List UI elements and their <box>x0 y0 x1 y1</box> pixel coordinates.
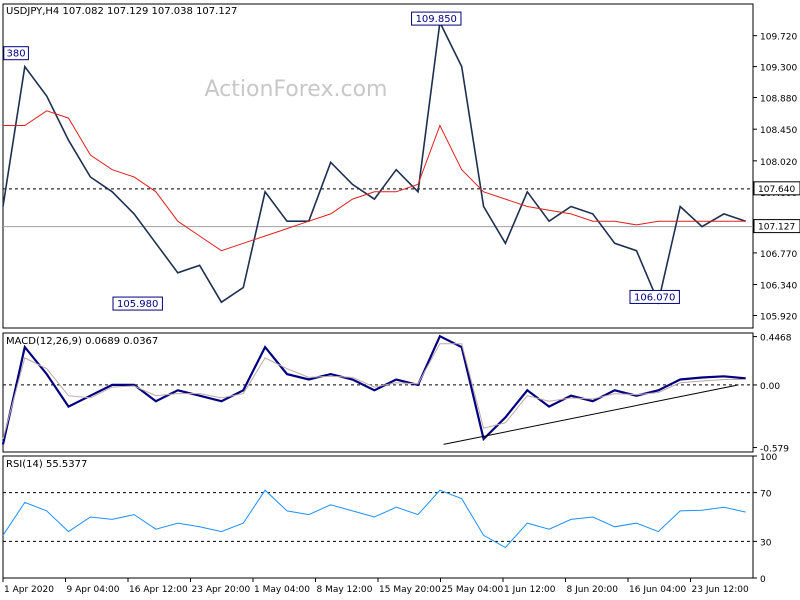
x-tick-label: 23 Jun 12:00 <box>692 585 749 595</box>
macd-trendline <box>443 384 739 445</box>
chart-labels: 109.720 109.300 108.880 108.450 108.020 107.6… <box>3 11 800 595</box>
y-tick-label: 108.450 <box>760 126 797 136</box>
x-tick-label: 23 Apr 20:00 <box>192 585 251 595</box>
y-tick-label: 109.300 <box>760 64 797 74</box>
x-tick-label: 1 May 04:00 <box>254 585 310 595</box>
price-pane-title: USDJPY,H4 107.082 107.129 107.038 107.12… <box>6 6 237 17</box>
y-tick-label: 0.00 <box>760 382 780 392</box>
y-tick-label: 105.920 <box>760 312 797 322</box>
x-tick-label: 16 Jun 04:00 <box>629 585 686 595</box>
series-line-1-1 <box>2 343 746 440</box>
annotation-label: 105.980 <box>117 299 158 310</box>
annotation-box <box>411 11 462 26</box>
level-line-box <box>753 181 800 196</box>
y-tick-label: 108.880 <box>760 95 797 105</box>
level-line-label: 107.640 <box>758 185 795 195</box>
watermark: ActionForex.com <box>205 77 388 102</box>
y-tick-label: 106.770 <box>760 250 797 260</box>
annotation-box <box>629 289 680 304</box>
annotation-label: 380 <box>7 49 26 60</box>
series-line-2-0 <box>2 489 746 549</box>
y-tick-label: -0.579 <box>760 445 789 455</box>
macd-pane-title: MACD(12,26,9) 0.0689 0.0367 <box>6 336 158 347</box>
x-tick-label: 8 Jun 20:00 <box>567 585 619 595</box>
y-tick-label: 106.340 <box>760 282 797 292</box>
y-tick-label: 0 <box>760 575 766 585</box>
pane-frame <box>2 455 754 579</box>
pane-frame <box>2 332 754 453</box>
x-tick-label: 8 May 12:00 <box>317 585 373 595</box>
annotation-label: 109.850 <box>416 14 457 25</box>
annotation-box <box>112 296 163 311</box>
chart-marks <box>1 19 746 549</box>
x-tick-label: 25 May 04:00 <box>442 585 504 595</box>
current-price-label: 107.127 <box>758 223 795 233</box>
y-tick-label: 70 <box>760 490 772 500</box>
series-line-0-0 <box>2 19 746 305</box>
series-line-1-0 <box>1 334 746 445</box>
annotation-label: 106.070 <box>634 292 675 303</box>
x-tick-label: 9 Apr 04:00 <box>67 585 120 595</box>
pane-frame <box>2 3 754 329</box>
y-tick-label: 109.720 <box>760 33 797 43</box>
x-tick-label: 1 Apr 2020 <box>4 585 54 595</box>
annotation-box <box>3 46 29 61</box>
x-tick-label: 1 Jun 12:00 <box>504 585 556 595</box>
y-tick-label: 0.4468 <box>760 334 792 344</box>
y-tick-label: 100 <box>760 453 777 463</box>
grid-lines <box>2 35 757 582</box>
y-tick-label: 108.020 <box>760 158 797 168</box>
series-line-0-1 <box>3 110 746 252</box>
x-tick-label: 15 May 20:00 <box>379 585 441 595</box>
y-tick-label: 30 <box>760 538 772 548</box>
rsi-pane-title: RSI(14) 55.5377 <box>6 459 87 470</box>
x-tick-label: 16 Apr 12:00 <box>129 585 188 595</box>
current-price-box <box>753 219 800 234</box>
